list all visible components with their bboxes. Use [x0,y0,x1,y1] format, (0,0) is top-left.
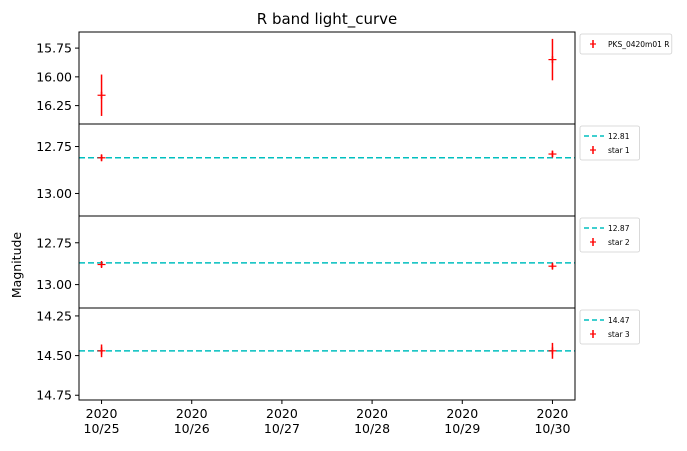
legend-box [579,309,640,345]
data-point [97,344,106,358]
x-tick-label: 10/29 [444,421,480,436]
x-tick-label: 2020 [537,406,569,421]
data-point [548,150,557,158]
legend-label: 12.81 [608,132,630,141]
legend: 12.87 star 2 [579,217,640,253]
legend: PKS_0420m01 R [579,33,673,55]
panel-3: 12.75 13.00 12.87 star 2 [36,215,640,309]
y-tick-label: 14.75 [36,388,72,403]
y-tick-label: 12.75 [36,139,72,154]
panel-frame [78,123,576,217]
legend-label: star 2 [608,238,630,247]
data-point [97,154,106,162]
legend-box [579,217,640,253]
x-tick-label: 2020 [356,406,388,421]
x-tick-label: 2020 [446,406,478,421]
data-point [548,262,557,270]
x-tick-label: 10/27 [264,421,300,436]
legend-label: star 3 [608,330,630,339]
legend: 14.47 star 3 [579,309,640,345]
data-point [548,38,557,81]
legend-label: 12.87 [608,224,630,233]
legend-label: 14.47 [608,316,630,325]
legend-label: star 1 [608,146,630,155]
y-tick-label: 14.50 [36,348,72,363]
x-tick-label: 10/28 [354,421,390,436]
x-tick-label: 2020 [86,406,118,421]
chart-title: R band light_curve [257,10,397,29]
y-tick-label: 14.25 [36,308,72,323]
x-tick-label: 10/26 [174,421,210,436]
panel-frame [78,307,576,401]
y-tick-label: 13.00 [36,277,72,292]
legend-box [579,125,640,161]
y-axis-label: Magnitude [9,232,24,299]
y-tick-label: 13.00 [36,186,72,201]
x-tick-label: 2020 [176,406,208,421]
panel-frame [78,31,576,125]
panel-1: 15.75 16.00 16.25 PKS_0420m01 R [36,31,673,125]
legend-box [579,33,673,55]
x-tick-label: 10/25 [84,421,120,436]
y-tick-label: 16.25 [36,98,72,113]
x-tick-label: 10/30 [534,421,570,436]
panel-frame [78,215,576,309]
data-point [97,74,106,116]
data-point [548,342,557,359]
x-tick-label: 2020 [266,406,298,421]
legend-label: PKS_0420m01 R [608,40,669,49]
panel-2: 12.75 13.00 12.81 star 1 [36,123,640,217]
y-tick-label: 12.75 [36,235,72,250]
data-point [97,261,106,269]
y-tick-label: 15.75 [36,41,72,56]
legend: 12.81 star 1 [579,125,640,161]
y-tick-label: 16.00 [36,69,72,84]
